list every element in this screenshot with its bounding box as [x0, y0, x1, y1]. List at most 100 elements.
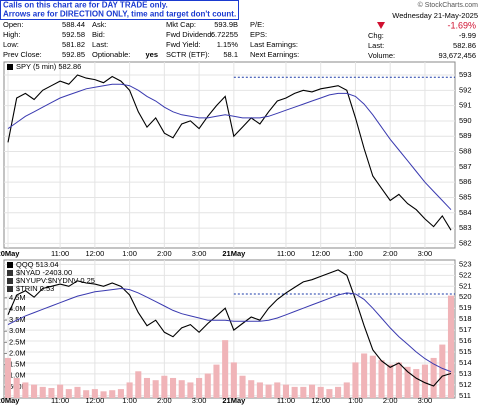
volume-bar — [387, 364, 394, 398]
stat-value: yes — [145, 50, 158, 59]
x-tick-label: 3:00 — [418, 396, 433, 405]
y-tick-label: 591 — [459, 101, 472, 110]
stat-label: SCTR (ETF): — [166, 50, 210, 59]
volume-bar — [48, 387, 55, 398]
y-tick-label: 4.5M — [9, 293, 26, 302]
x-tick-label: 21May — [222, 249, 246, 258]
x-tick-label: 11:00 — [277, 249, 295, 258]
y-tick-label: 4.0M — [9, 304, 26, 313]
volume-bar — [421, 364, 428, 398]
stat-label: Mkt Cap: — [166, 20, 196, 29]
x-tick-label: 1:00 — [122, 249, 137, 258]
legend-swatch — [7, 286, 13, 292]
stat-value: 581.82 — [62, 40, 85, 49]
y-tick-label: 592 — [459, 85, 472, 94]
volume-bar — [308, 384, 316, 398]
x-tick-label: 2:00 — [157, 396, 172, 405]
y-tick-label: 2.5M — [9, 337, 26, 346]
volume-bar — [335, 386, 342, 398]
header-stats: Open: 588.44 High: 592.58 Low: 581.82 Prev Clo… — [3, 20, 476, 60]
y-tick-label: 3.0M — [9, 326, 26, 335]
date: Wednesday 21-May-2025 — [392, 11, 478, 20]
stat-value: 588.44 — [62, 20, 85, 29]
x-tick-label: 21May — [222, 396, 246, 405]
volume-bar — [248, 380, 255, 398]
stat-label: P/E: — [250, 20, 264, 29]
y-tick-label: 514 — [459, 358, 472, 367]
volume-bar — [430, 357, 437, 398]
stat-label: Bid: — [92, 30, 105, 39]
volume-bar — [291, 386, 298, 398]
stat-value: 582.86 — [453, 41, 476, 50]
volume-bar — [100, 391, 107, 398]
x-tick-label: 20May — [0, 249, 20, 258]
legend-swatch — [7, 262, 13, 268]
x-tick-label: 12:00 — [311, 249, 330, 258]
volume-bar — [265, 384, 272, 398]
notice-box — [0, 0, 239, 20]
y-tick-label: 516 — [459, 336, 472, 345]
y-tick-label: 2.0M — [9, 348, 26, 357]
volume-bar — [22, 382, 29, 398]
volume-bar — [213, 364, 220, 398]
change-pct: -1.69% — [447, 20, 476, 30]
volume-bar — [274, 382, 281, 398]
volume-bar — [161, 375, 168, 398]
volume-bar — [196, 377, 203, 398]
volume-bar — [378, 360, 385, 398]
volume-bar — [39, 386, 46, 398]
stat-value: 592.58 — [62, 30, 85, 39]
volume-bar — [352, 362, 359, 398]
volume-bar — [343, 382, 350, 398]
notice-line: Calls on this chart are for DAY TRADE on… — [3, 1, 168, 10]
stat-value: 592.85 — [62, 50, 85, 59]
volume-bar — [91, 389, 98, 398]
volume-bar — [135, 371, 142, 398]
y-tick-label: 587 — [459, 162, 472, 171]
stat-label: Chg: — [368, 31, 384, 40]
plot-area — [3, 61, 456, 249]
stat-label: Prev Close: — [3, 50, 42, 59]
x-tick-label: 1:00 — [122, 396, 137, 405]
x-tick-label: 11:00 — [51, 396, 69, 405]
volume-bar — [178, 380, 185, 398]
volume-bar — [83, 390, 90, 398]
volume-bar — [395, 362, 402, 398]
y-tick-label: 589 — [459, 131, 472, 140]
y-tick-label: 593 — [459, 70, 472, 79]
volume-bar — [4, 357, 12, 398]
y-tick-label: 583 — [459, 223, 472, 232]
stat-value: 93,672,456 — [438, 51, 476, 60]
stat-value: 593.9B — [214, 20, 238, 29]
volume-bar — [57, 384, 64, 398]
legend-swatch — [7, 64, 13, 70]
volume-bar — [413, 369, 420, 398]
legend-entry: $NYUPV:$NYDNV 0.25 — [16, 276, 95, 285]
volume-bar — [13, 377, 20, 398]
volume-bar — [126, 382, 133, 398]
volume-bar — [65, 389, 72, 398]
volume-bar — [256, 382, 263, 398]
y-tick-label: 517 — [459, 325, 472, 334]
price-line — [7, 269, 452, 387]
volume-bar — [326, 389, 333, 398]
x-tick-label: 2:00 — [157, 249, 172, 258]
y-tick-label: 512 — [459, 380, 472, 389]
x-tick-label: 11:00 — [51, 249, 69, 258]
legend-entry: $TRIN 0.53 — [16, 284, 54, 293]
down-arrow — [377, 22, 385, 29]
price-line — [7, 74, 452, 231]
volume-bar — [447, 295, 455, 398]
stat-value: 1.15% — [217, 40, 239, 49]
stat-label: Volume: — [368, 51, 395, 60]
volume-bar — [109, 390, 116, 398]
x-tick-label: 3:00 — [418, 249, 433, 258]
y-tick-label: 582 — [459, 238, 472, 247]
y-tick-label: 1.5M — [9, 360, 26, 369]
y-tick-label: 584 — [459, 208, 472, 217]
x-tick-label: 3:00 — [192, 396, 207, 405]
x-tick-label: 11:00 — [277, 396, 295, 405]
volume-bar — [439, 344, 446, 398]
volume-bar — [74, 386, 81, 398]
